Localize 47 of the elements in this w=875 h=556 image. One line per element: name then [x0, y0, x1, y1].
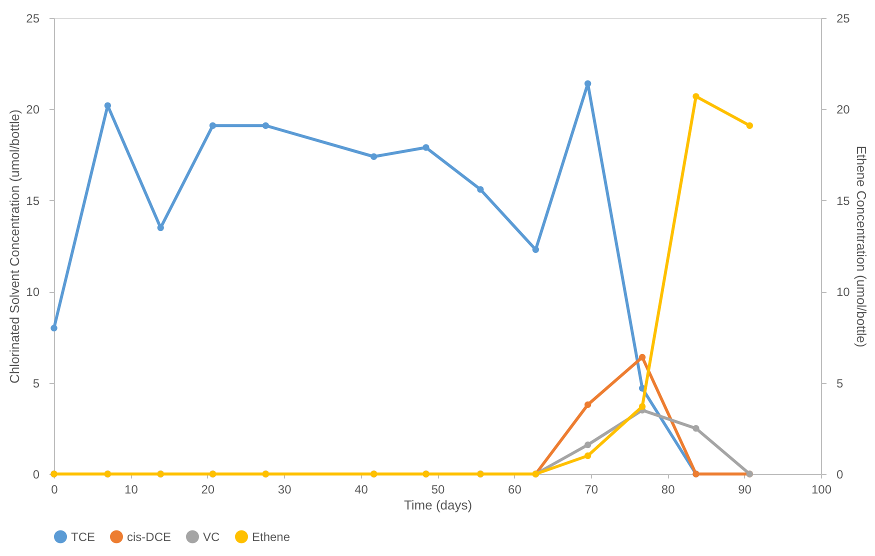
point	[692, 93, 700, 100]
x-tick-label: 90	[738, 482, 752, 496]
y-tick-label: 20	[26, 102, 40, 117]
legend-label: VC	[203, 530, 220, 544]
point	[50, 324, 58, 332]
x-tick-label: 40	[354, 482, 368, 496]
point	[746, 122, 754, 129]
point	[477, 186, 484, 193]
point	[584, 452, 592, 460]
y-tick-label: 25	[26, 12, 40, 26]
y2-tick-label: 25	[836, 12, 850, 26]
y-tick-label: 5	[32, 376, 40, 390]
y2-tick-label: 10	[836, 285, 850, 300]
y2-tick-label: 0	[836, 468, 844, 482]
x-tick-label: 80	[661, 482, 676, 496]
x-tick-label: 0	[51, 482, 58, 496]
y2-tick-label: 20	[836, 102, 850, 117]
y2-axis-title: Ethene Concentration (umol/bottle)	[854, 146, 869, 348]
point	[584, 401, 592, 408]
legend-label: TCE	[71, 530, 95, 544]
x-axis-title: Time (days)	[404, 498, 472, 512]
y2-tick-label: 5	[836, 376, 844, 390]
point	[422, 144, 430, 151]
point	[532, 246, 540, 253]
point	[638, 354, 646, 361]
legend-label: cis-DCE	[127, 530, 171, 544]
x-tick-label: 60	[508, 482, 522, 496]
point	[638, 403, 646, 410]
point	[692, 425, 700, 432]
point	[370, 153, 378, 160]
point	[584, 441, 592, 448]
point	[209, 122, 216, 129]
x-tick-label: 30	[278, 482, 292, 496]
x-tick-label: 10	[124, 482, 138, 496]
x-tick-label: 20	[201, 482, 215, 496]
point	[104, 102, 112, 109]
y-axis-title: Chlorinated Solvent Concentration (umol/bottle)	[7, 110, 22, 384]
y-tick-label: 0	[32, 468, 40, 482]
y-tick-label: 15	[26, 194, 40, 208]
point	[584, 80, 592, 88]
x-tick-label: 70	[584, 482, 598, 496]
legend-label: Ethene	[252, 530, 290, 544]
y-tick-label: 10	[26, 285, 40, 300]
y2-tick-label: 15	[836, 194, 850, 208]
point	[262, 122, 270, 129]
x-tick-label: 100	[811, 482, 832, 496]
x-tick-label: 50	[431, 482, 445, 496]
